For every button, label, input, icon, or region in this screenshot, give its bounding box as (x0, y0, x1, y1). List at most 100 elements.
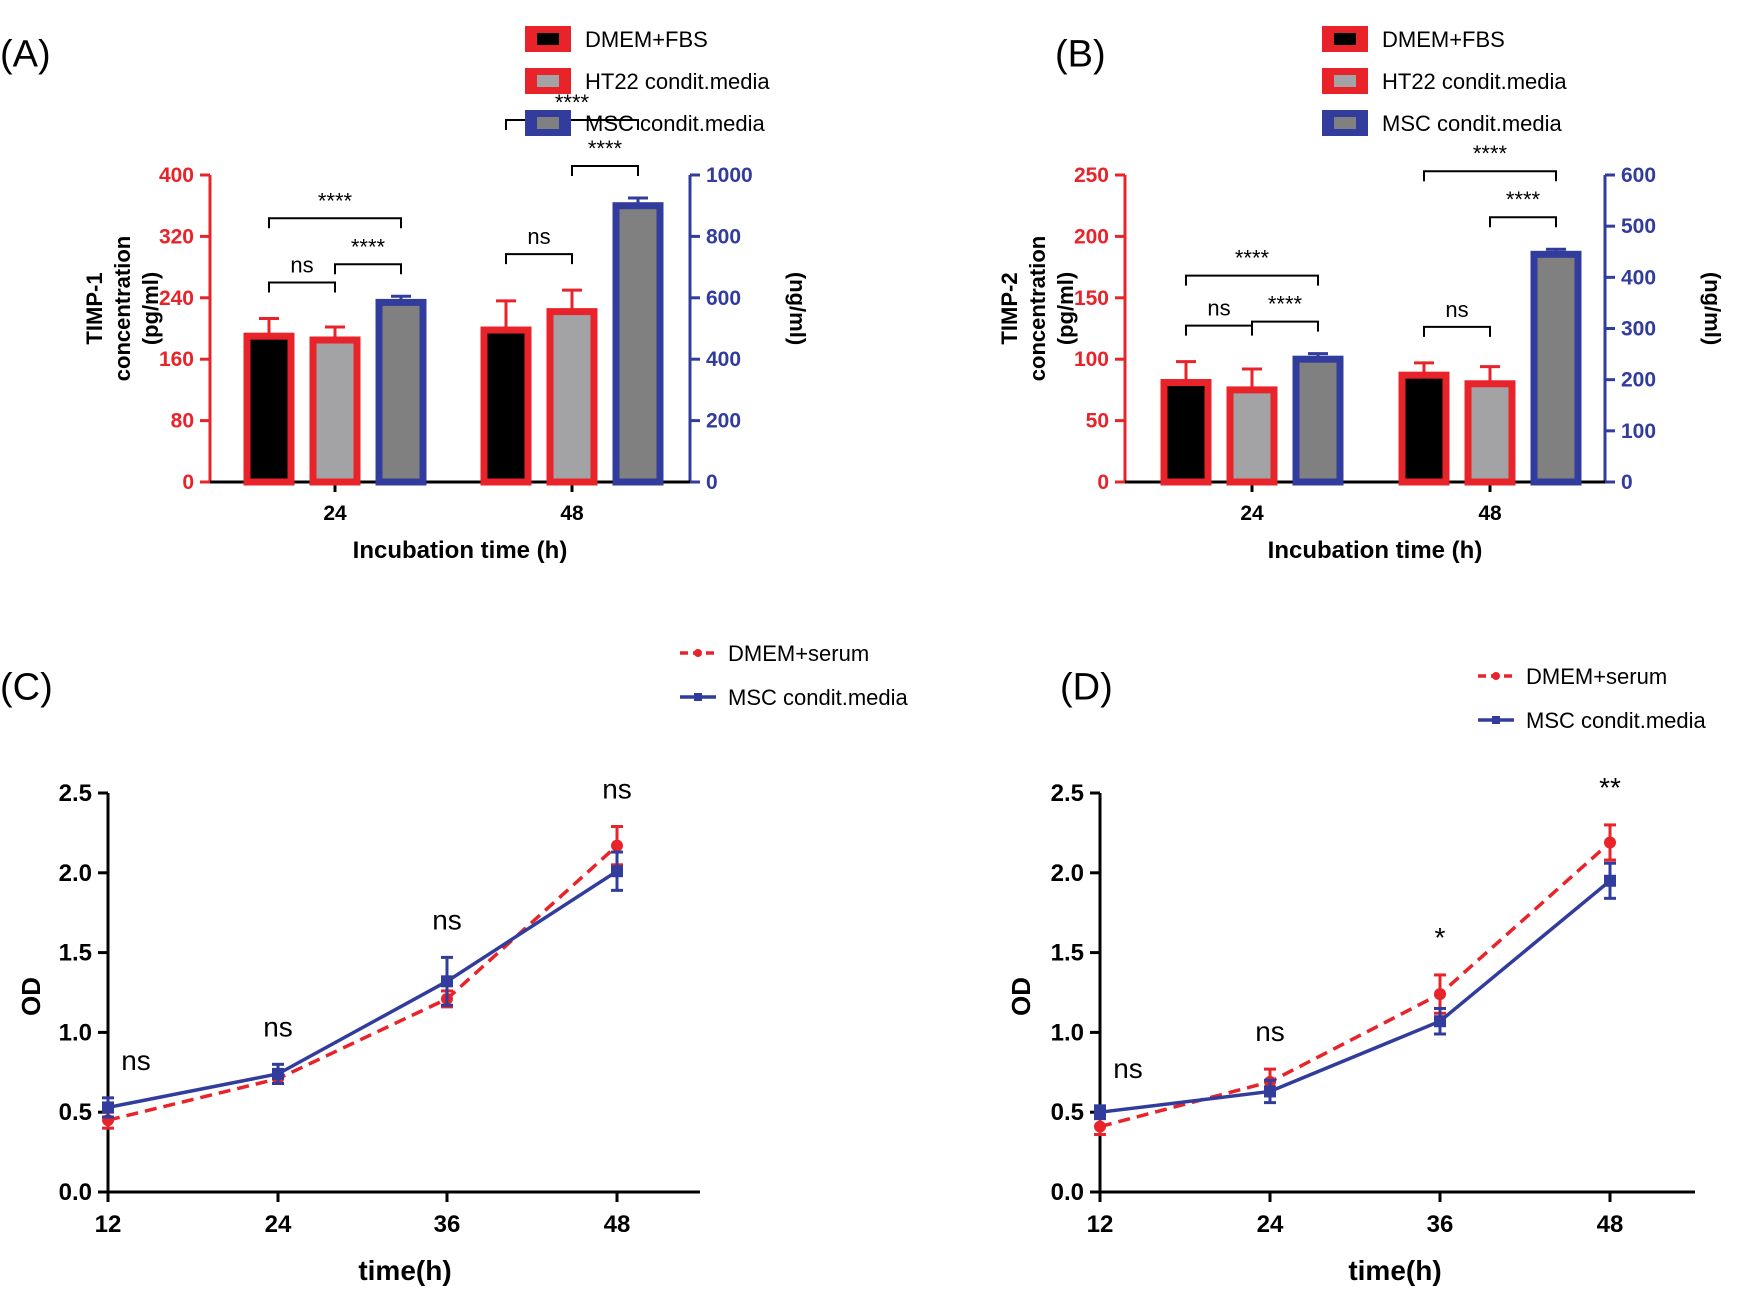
x-tick-label: 48 (1478, 502, 1502, 525)
significance-bracket (505, 119, 639, 131)
significance-label: ns (1255, 1016, 1285, 1047)
y-tick-label: 2.0 (1051, 860, 1084, 887)
data-point (1094, 1106, 1106, 1119)
y-axis-label: TIMP-1 (82, 272, 107, 344)
bar (612, 202, 664, 486)
right-tick-label: 100 (1621, 420, 1656, 443)
bar (1530, 250, 1582, 486)
panel-label: (A) (0, 33, 51, 75)
left-tick-label: 80 (171, 410, 194, 433)
data-point (1604, 836, 1616, 849)
significance-bracket (505, 253, 573, 265)
left-tick-label: 240 (159, 287, 194, 310)
left-tick-label: 400 (159, 164, 194, 187)
bar (1398, 371, 1450, 486)
significance-label: **** (318, 188, 353, 213)
y-tick-label: 0.0 (1051, 1179, 1084, 1206)
significance-bracket (268, 217, 402, 229)
significance-label: **** (351, 234, 386, 259)
legend-label: DMEM+FBS (585, 27, 708, 52)
legend-label: HT22 condit.media (1382, 69, 1567, 94)
series-line (107, 844, 619, 1122)
data-point (441, 975, 453, 988)
x-tick-label: 24 (323, 502, 347, 525)
significance-label: **** (1268, 292, 1303, 317)
left-tick-label: 100 (1074, 348, 1109, 371)
left-tick-label: 50 (1086, 410, 1109, 433)
left-tick-label: 250 (1074, 164, 1109, 187)
y2-axis-label: (ng/ml) (1700, 272, 1725, 345)
significance-bracket (334, 263, 402, 275)
significance-label: ns (290, 253, 313, 278)
right-tick-label: 0 (1621, 471, 1633, 494)
significance-label: **** (1506, 187, 1541, 212)
data-point (1094, 1120, 1106, 1133)
x-axis-label: Incubation time (h) (1268, 537, 1483, 564)
bar (1226, 386, 1278, 486)
x-tick-label: 48 (1597, 1211, 1624, 1238)
data-point (1264, 1085, 1276, 1098)
y-axis-label: OD (1006, 977, 1036, 1016)
legend-marker (1492, 716, 1500, 724)
x-tick-label: 48 (560, 502, 584, 525)
legend-label: DMEM+serum (728, 641, 869, 666)
y-tick-label: 2.5 (1051, 780, 1084, 807)
legend-label: DMEM+FBS (1382, 27, 1505, 52)
significance-label: ns (1113, 1053, 1143, 1084)
data-point (611, 865, 623, 878)
left-tick-label: 160 (159, 348, 194, 371)
data-point (1604, 874, 1616, 887)
right-tick-label: 400 (1621, 266, 1656, 289)
y-tick-label: 0.5 (1051, 1099, 1084, 1126)
legend: DMEM+serum MSC condit.media (680, 641, 909, 710)
series-line (1099, 841, 1612, 1129)
bar (1160, 379, 1212, 486)
significance-label: ns (263, 1011, 293, 1042)
significance-label: ns (121, 1045, 151, 1076)
legend-marker (694, 649, 702, 657)
data-point (272, 1067, 284, 1080)
legend-swatch (1334, 75, 1356, 87)
significance-label: ns (432, 904, 462, 935)
significance-bracket (268, 281, 336, 293)
bar (546, 308, 598, 486)
series-line (107, 869, 618, 1110)
right-tick-label: 800 (706, 225, 741, 248)
panel-label: (B) (1055, 33, 1106, 75)
right-tick-label: 400 (706, 348, 741, 371)
right-tick-label: 500 (1621, 215, 1656, 238)
y-tick-label: 1.5 (1051, 940, 1084, 967)
legend: DMEM+FBS HT22 condit.media MSC condit.medi… (1322, 26, 1567, 136)
y-axis-label: (pg/ml) (1053, 272, 1078, 345)
bar (309, 336, 361, 486)
significance-label: **** (1235, 246, 1270, 271)
left-tick-label: 200 (1074, 225, 1109, 248)
x-tick-label: 24 (265, 1211, 292, 1238)
left-tick-label: 0 (1097, 471, 1109, 494)
right-tick-label: 0 (706, 471, 718, 494)
legend-label: MSC condit.media (1382, 111, 1563, 136)
panel-label: (D) (1060, 666, 1113, 708)
left-tick-label: 150 (1074, 287, 1109, 310)
legend-swatch (537, 117, 559, 129)
right-tick-label: 600 (706, 287, 741, 310)
right-tick-label: 600 (1621, 164, 1656, 187)
x-tick-label: 12 (1087, 1211, 1114, 1238)
data-point (611, 839, 623, 852)
legend-swatch (1334, 117, 1356, 129)
significance-label: **** (1473, 141, 1508, 166)
legend: DMEM+FBS HT22 condit.media MSC condit.medi… (525, 26, 770, 136)
legend-marker (694, 693, 702, 701)
data-point (1434, 1015, 1446, 1028)
legend-swatch (537, 33, 559, 45)
bar (243, 332, 295, 486)
y-tick-label: 1.5 (59, 940, 92, 967)
right-tick-label: 1000 (706, 164, 753, 187)
y-tick-label: 0.0 (59, 1179, 92, 1206)
x-tick-label: 36 (434, 1211, 461, 1238)
right-tick-label: 200 (706, 410, 741, 433)
right-tick-label: 300 (1621, 318, 1656, 341)
legend: DMEM+serum MSC condit.media (1478, 664, 1707, 733)
x-axis-label: time(h) (358, 1255, 451, 1286)
